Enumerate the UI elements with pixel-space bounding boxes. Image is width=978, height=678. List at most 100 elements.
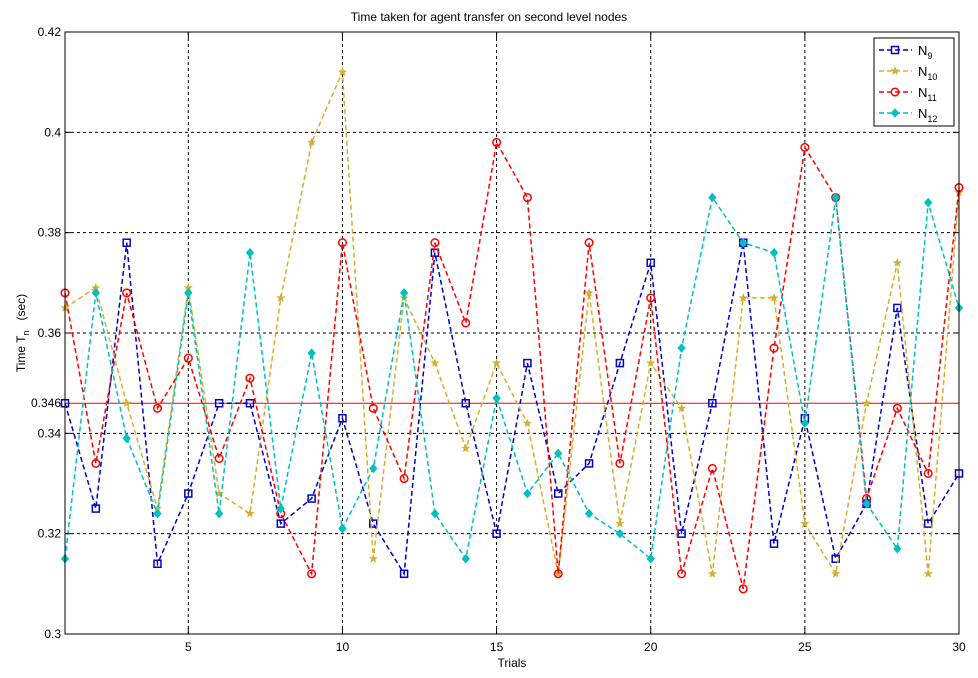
legend-box <box>873 37 955 127</box>
data-point-circle <box>615 458 625 468</box>
data-point-star <box>245 508 255 518</box>
data-point-star <box>738 293 748 302</box>
data-point-diamond <box>245 247 255 258</box>
legend-label-subscript: 11 <box>927 93 936 103</box>
data-point-circle <box>337 238 347 248</box>
data-point-diamond <box>492 393 501 403</box>
data-point-square <box>893 303 902 313</box>
data-point-diamond <box>307 348 316 358</box>
data-point-circle <box>677 569 687 579</box>
data-point-circle <box>183 353 193 363</box>
data-point-circle <box>890 87 900 97</box>
data-point-diamond <box>677 343 686 353</box>
reference-line-group: 0.346 <box>31 396 959 410</box>
data-point-circle <box>399 473 409 484</box>
data-point-square <box>890 45 900 55</box>
legend-label-name: N <box>918 64 927 79</box>
legend-item: N10 <box>879 64 937 82</box>
x-tick-label: 25 <box>798 640 812 654</box>
y-tick-label: 0.4 <box>44 125 61 139</box>
data-point-square <box>276 519 286 528</box>
data-point-circle <box>769 343 779 353</box>
x-tick-label: 30 <box>952 640 966 654</box>
data-point-diamond <box>769 247 779 258</box>
data-point-star <box>584 288 594 297</box>
series-line <box>64 71 960 576</box>
data-point-circle <box>738 584 748 594</box>
data-point-circle <box>214 453 224 463</box>
y-axis-label-subscript: n <box>21 330 31 335</box>
data-point-diamond <box>924 197 933 208</box>
data-point-square <box>646 258 655 268</box>
x-tick-label: 5 <box>185 640 192 654</box>
data-point-diamond <box>584 508 594 519</box>
data-point-diamond <box>890 108 900 118</box>
data-point-diamond <box>523 488 532 499</box>
data-point-diamond <box>184 288 193 298</box>
data-point-diamond <box>461 553 470 564</box>
series-N12 <box>60 192 964 564</box>
legend-label-name: N <box>918 106 927 121</box>
data-point-circle <box>152 403 163 413</box>
data-point-square <box>184 489 193 498</box>
data-point-circle <box>91 458 101 468</box>
data-point-diamond <box>91 288 100 298</box>
grid <box>65 32 959 634</box>
legend-label-subscript: 9 <box>927 51 932 61</box>
data-point-diamond <box>338 523 347 534</box>
data-point-diamond <box>893 543 902 554</box>
data-point-diamond <box>153 508 162 519</box>
series-line <box>64 242 960 577</box>
legend-label-subscript: 10 <box>927 72 937 82</box>
series-line <box>64 195 960 561</box>
data-point-star <box>676 403 687 413</box>
data-point-square <box>91 504 101 513</box>
data-point-star <box>861 398 872 408</box>
data-point-diamond <box>615 528 625 539</box>
y-tick-label: 0.38 <box>38 226 62 240</box>
data-point-circle <box>584 238 594 248</box>
y-axis-label-unit: (sec) <box>14 294 28 321</box>
legend-item: N9 <box>879 43 932 61</box>
y-tick-label: 0.42 <box>38 25 62 39</box>
data-point-diamond <box>214 508 224 519</box>
data-point-square <box>399 569 409 579</box>
legend-label: N11 <box>918 85 937 103</box>
data-point-square <box>122 238 131 247</box>
data-point-circle <box>430 238 440 248</box>
data-point-square <box>584 459 594 468</box>
data-point-star <box>707 568 718 578</box>
data-point-square <box>615 358 625 368</box>
data-point-circle <box>461 318 471 328</box>
data-point-star <box>522 418 533 428</box>
data-point-circle <box>553 569 563 579</box>
axis-ticks: 5 10 15 20 25 30 0.3 0.32 0.34 0.36 0.38 0.4 0.42 <box>38 25 966 654</box>
data-point-star <box>368 553 378 563</box>
data-point-star <box>890 66 900 75</box>
legend-label: N10 <box>918 64 937 82</box>
data-point-diamond <box>646 553 655 564</box>
data-point-square <box>708 398 717 408</box>
data-point-diamond <box>862 498 871 509</box>
legend-label-name: N <box>918 43 927 58</box>
y-axis-label-main: Time T <box>14 335 28 372</box>
legend-label: N12 <box>918 106 937 124</box>
x-axis-label: Trials <box>498 656 527 670</box>
data-point-circle <box>307 569 317 579</box>
data-point-square <box>153 559 162 569</box>
data-point-diamond <box>399 288 409 298</box>
data-point-circle <box>707 463 717 474</box>
data-point-circle <box>923 468 933 479</box>
data-point-square <box>553 489 563 498</box>
x-tick-label: 10 <box>336 640 350 654</box>
data-point-star <box>461 443 471 453</box>
data-point-star <box>337 67 348 77</box>
data-point-square <box>769 539 779 548</box>
data-point-diamond <box>831 192 840 203</box>
data-point-star <box>615 518 625 528</box>
data-point-star <box>769 293 779 302</box>
data-point-star <box>800 518 810 528</box>
data-point-square <box>307 494 316 503</box>
